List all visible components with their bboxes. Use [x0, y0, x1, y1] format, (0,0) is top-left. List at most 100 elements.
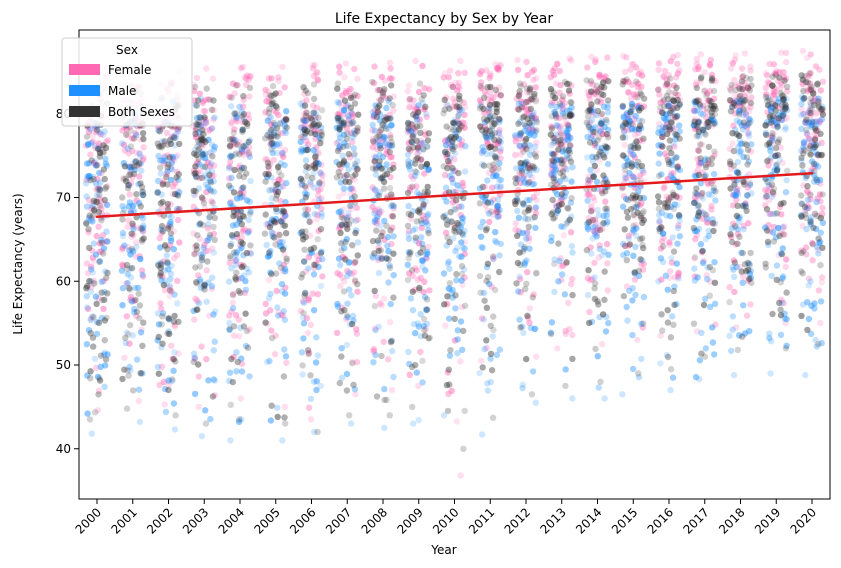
point-female-2008	[380, 338, 387, 345]
point-female-2010	[448, 175, 456, 183]
point-female-2005	[281, 84, 288, 91]
point-male-2010	[454, 336, 461, 343]
point-both-sexes-2011	[493, 100, 501, 108]
point-both-sexes-2006	[301, 246, 308, 253]
point-female-2017	[706, 60, 714, 68]
point-both-sexes-2002	[155, 370, 162, 377]
point-female-2019	[764, 109, 771, 116]
point-female-2010	[449, 83, 457, 91]
point-female-2002	[165, 381, 173, 388]
point-female-2018	[746, 107, 753, 115]
point-female-2009	[406, 95, 413, 103]
point-male-2000	[95, 145, 103, 152]
point-female-2012	[526, 126, 533, 133]
point-both-sexes-2011	[495, 165, 502, 172]
point-male-2000	[82, 180, 90, 187]
point-female-2001	[127, 208, 134, 215]
point-female-2005	[268, 121, 276, 129]
point-female-2005	[279, 151, 286, 158]
point-female-2001	[125, 217, 132, 224]
point-male-2001	[132, 158, 139, 166]
point-female-2016	[672, 92, 680, 99]
point-female-2012	[523, 58, 530, 66]
point-female-2012	[532, 115, 540, 122]
point-female-2004	[245, 227, 253, 235]
point-female-2016	[660, 234, 667, 241]
point-both-sexes-2001	[136, 160, 143, 167]
point-female-2013	[568, 82, 575, 89]
point-male-2011	[485, 210, 493, 217]
point-male-2009	[410, 321, 418, 328]
point-female-2003	[208, 173, 216, 180]
point-female-2011	[484, 140, 491, 148]
point-both-sexes-2008	[380, 185, 388, 192]
point-male-2020	[799, 301, 807, 308]
point-female-2014	[587, 207, 595, 214]
point-male-2010	[454, 350, 461, 357]
point-female-2007	[350, 188, 357, 195]
point-female-2019	[766, 197, 773, 204]
point-male-2002	[165, 266, 172, 273]
point-male-2011	[484, 380, 491, 387]
point-male-2009	[406, 360, 413, 368]
point-male-2010	[445, 136, 452, 144]
point-female-2013	[557, 263, 565, 270]
point-both-sexes-2018	[739, 249, 746, 257]
point-both-sexes-2007	[340, 158, 348, 166]
point-female-2004	[238, 186, 245, 193]
point-male-2007	[353, 227, 360, 234]
point-both-sexes-2017	[711, 148, 718, 155]
point-male-2003	[205, 214, 213, 222]
point-female-2018	[730, 220, 737, 227]
point-male-2000	[85, 214, 93, 222]
point-female-2004	[246, 249, 253, 256]
point-male-2017	[694, 107, 701, 114]
point-male-2000	[85, 160, 93, 167]
point-female-2019	[777, 230, 784, 237]
point-female-2017	[707, 56, 714, 64]
point-female-2008	[373, 145, 381, 153]
point-female-2006	[318, 205, 325, 212]
point-female-2018	[731, 99, 738, 107]
point-female-2020	[814, 127, 821, 134]
point-both-sexes-2003	[210, 223, 217, 231]
point-male-2007	[340, 185, 348, 192]
point-male-2009	[423, 320, 431, 328]
point-both-sexes-2015	[628, 103, 636, 111]
point-male-2011	[480, 316, 487, 323]
point-female-2014	[596, 86, 603, 93]
point-male-2001	[137, 255, 144, 263]
point-female-2005	[265, 88, 272, 95]
point-male-2017	[694, 274, 701, 281]
point-both-sexes-2010	[441, 96, 448, 104]
point-male-2001	[126, 363, 133, 371]
point-male-2010	[459, 232, 467, 239]
point-female-2004	[225, 175, 233, 182]
point-female-2003	[210, 116, 217, 123]
point-female-2017	[699, 169, 706, 176]
point-both-sexes-2003	[194, 143, 201, 150]
point-female-2019	[782, 75, 790, 83]
point-female-2017	[705, 219, 712, 226]
point-female-2020	[804, 54, 811, 62]
point-both-sexes-2012	[518, 167, 526, 175]
point-female-2007	[339, 92, 346, 99]
point-both-sexes-2019	[772, 144, 780, 152]
point-female-2005	[270, 156, 277, 164]
point-female-2005	[279, 129, 287, 136]
point-female-2016	[662, 82, 669, 89]
point-female-2006	[299, 298, 307, 305]
point-female-2018	[733, 189, 741, 196]
point-female-2016	[673, 192, 680, 200]
point-female-2007	[346, 154, 354, 161]
point-both-sexes-2004	[246, 210, 254, 217]
point-male-2006	[314, 159, 321, 166]
point-female-2010	[445, 390, 452, 397]
point-female-2014	[587, 80, 594, 87]
point-female-2015	[634, 83, 642, 91]
point-male-2009	[412, 237, 419, 244]
point-male-2003	[210, 376, 217, 383]
point-male-2009	[405, 231, 412, 238]
point-female-2003	[192, 295, 199, 302]
point-male-2012	[519, 381, 526, 388]
